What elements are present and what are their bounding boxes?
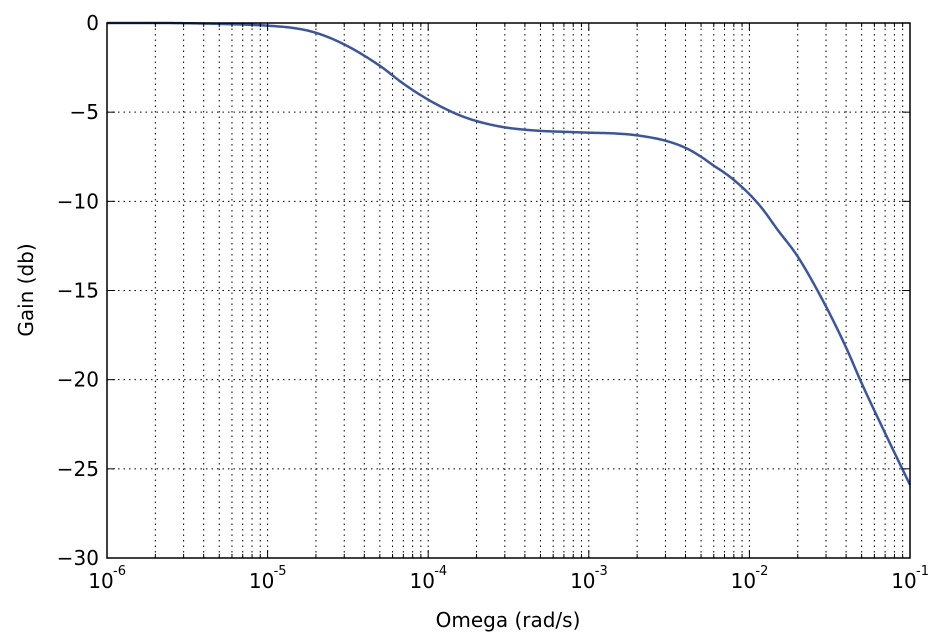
x-tick-exponent: -3: [595, 564, 608, 579]
series-layer: [107, 21, 912, 486]
y-axis-label: Gain (db): [14, 243, 38, 336]
x-tick-label: 10 -6: [88, 564, 126, 593]
y-tick-label: −5: [70, 100, 99, 124]
x-tick-exponent: -1: [916, 564, 929, 579]
x-tick-label: 10 -1: [891, 564, 929, 593]
y-tick-label: −20: [57, 368, 99, 392]
y-tick-label: −15: [57, 279, 99, 303]
x-tick-label: 10 -5: [249, 564, 287, 593]
x-tick-exponent: -5: [274, 564, 287, 579]
x-tick-base: 10: [891, 569, 916, 593]
x-tick-exponent: -6: [113, 564, 126, 579]
x-tick-label: 10 -4: [409, 564, 447, 593]
gain-series-line: [107, 21, 912, 486]
x-tick-exponent: -2: [755, 564, 768, 579]
x-tick-base: 10: [409, 569, 434, 593]
y-tick-label: 0: [86, 11, 99, 35]
y-tick-label: −30: [57, 546, 99, 570]
x-tick-base: 10: [249, 569, 274, 593]
y-tick-labels: 0 −5 −10 −15 −20 −25 −30: [57, 11, 99, 570]
x-tick-base: 10: [88, 569, 113, 593]
x-axis-label: Omega (rad/s): [436, 608, 581, 632]
x-tick-labels: 10 -6 10 -5 10 -4 10 -3 10 -2 10 -1: [88, 564, 929, 593]
x-tick-base: 10: [570, 569, 595, 593]
y-tick-label: −10: [57, 189, 99, 213]
y-tick-label: −25: [57, 457, 99, 481]
x-tick-label: 10 -2: [731, 564, 769, 593]
x-tick-label: 10 -3: [570, 564, 608, 593]
x-tick-exponent: -4: [434, 564, 447, 579]
ticks: [106, 22, 910, 559]
grid: [107, 23, 910, 558]
x-tick-base: 10: [731, 569, 756, 593]
